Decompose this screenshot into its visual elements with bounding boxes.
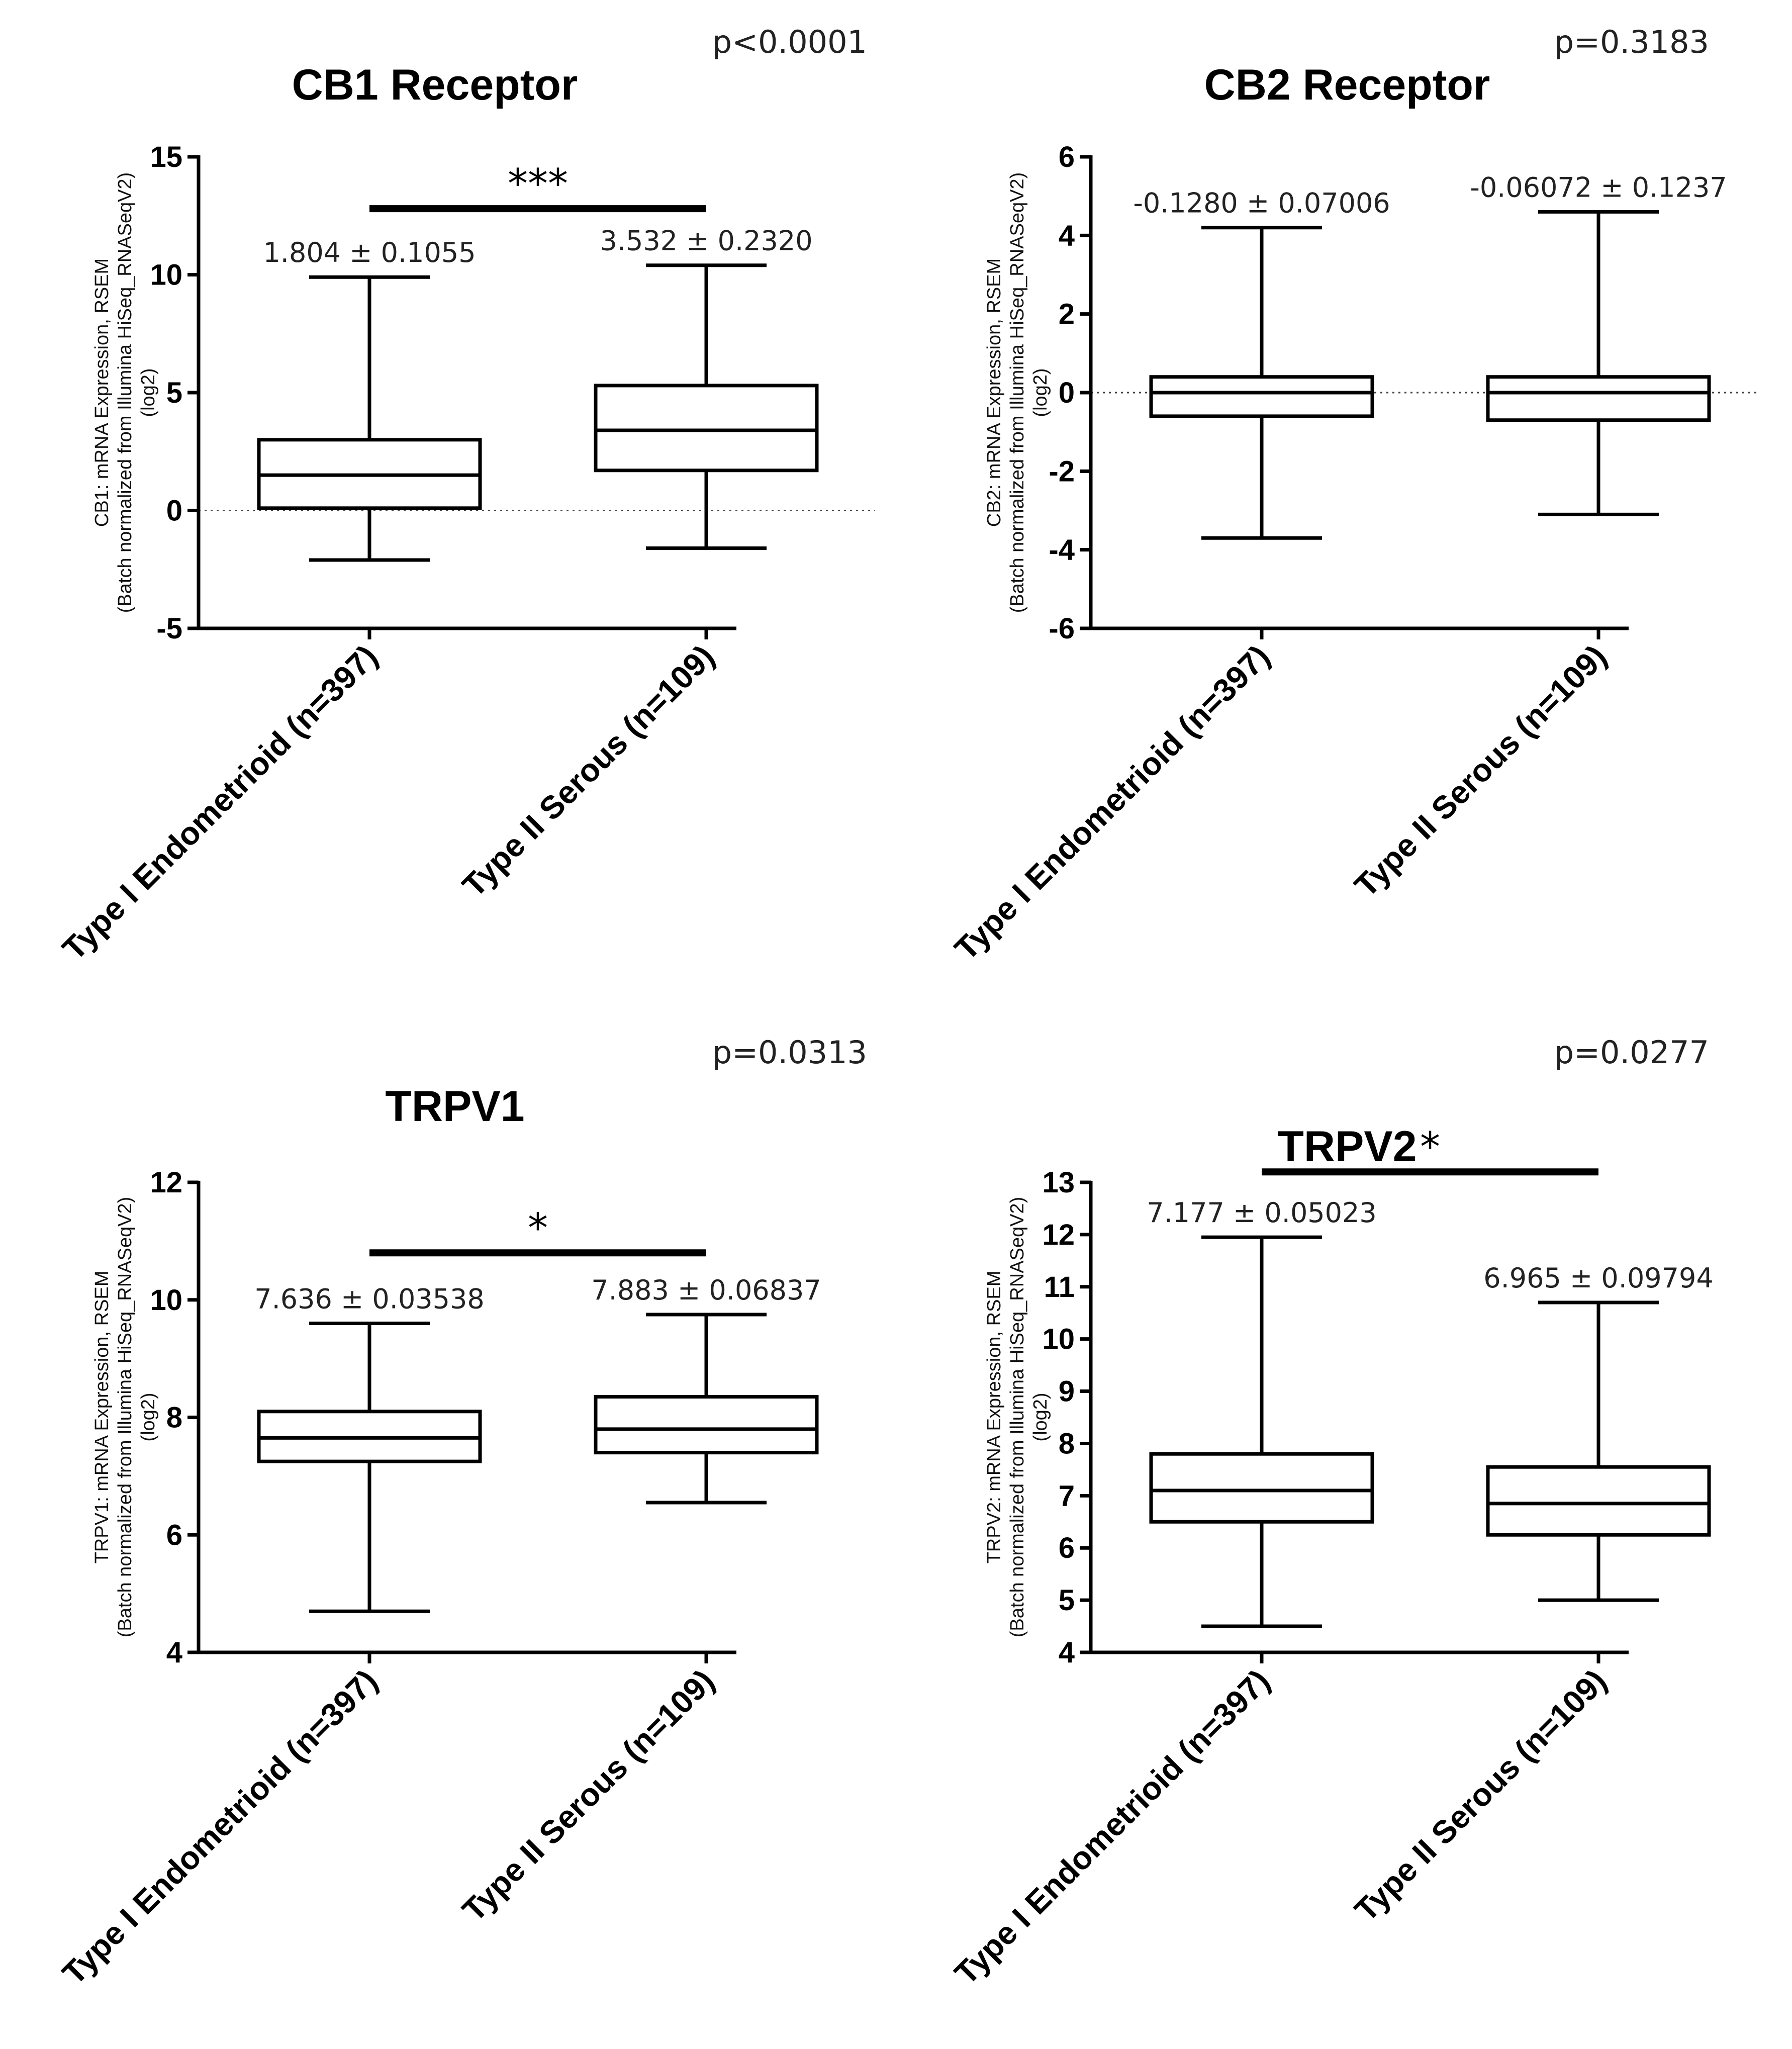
x-category-label: Type II Serous (n=109) xyxy=(455,638,721,904)
panel-3: TRPV1 p=0.0313 TRPV1: mRNA Expression, RSE… xyxy=(55,1034,867,1992)
y-tick-label: 10 xyxy=(1042,1323,1075,1356)
panel-4: TRPV2 p=0.0277 TRPV2: mRNA Expression, RSE… xyxy=(948,1034,1714,1992)
y-tick-label: 0 xyxy=(1059,377,1075,409)
y-axis-label-line: (log2) xyxy=(1030,368,1051,417)
y-tick-label: 12 xyxy=(1042,1219,1075,1251)
y-tick-label: 4 xyxy=(1059,1636,1075,1669)
box-group-1: 1.804 ± 0.1055 xyxy=(257,237,482,562)
significance-stars: * xyxy=(1420,1124,1440,1170)
y-tick-label: -2 xyxy=(1049,455,1075,488)
x-category-label: Type I Endometrioid (n=397) xyxy=(55,1662,385,1992)
mean-sem-label: 3.532 ± 0.2320 xyxy=(600,225,812,257)
y-axis-label: TRPV1: mRNA Expression, RSEM (Batch norma… xyxy=(91,1197,159,1637)
x-category-label: Type II Serous (n=109) xyxy=(1348,1662,1614,1928)
mean-sem-label: 7.883 ± 0.06837 xyxy=(591,1274,821,1306)
y-tick-label: 11 xyxy=(1044,1271,1075,1303)
y-tick-label: 7 xyxy=(1059,1479,1075,1512)
y-tick-label: 4 xyxy=(166,1636,182,1669)
y-tick-label: 5 xyxy=(166,377,182,409)
x-category-label: Type I Endometrioid (n=397) xyxy=(948,1662,1277,1992)
p-value-label: p=0.0277 xyxy=(1554,1034,1709,1071)
y-tick-label: 4 xyxy=(1059,219,1075,252)
p-value-label: p<0.0001 xyxy=(712,24,867,60)
y-tick-label: 2 xyxy=(1059,298,1075,331)
y-axis-label-line: TRPV1: mRNA Expression, RSEM xyxy=(91,1271,113,1564)
y-tick-label: 10 xyxy=(150,259,182,292)
y-tick-label: 6 xyxy=(166,1519,182,1551)
y-tick-label: 13 xyxy=(1042,1166,1075,1199)
y-tick-label: 0 xyxy=(166,495,182,527)
box-group-1: -0.1280 ± 0.07006 xyxy=(1133,188,1390,540)
y-axis-label-line: TRPV2: mRNA Expression, RSEM xyxy=(984,1271,1005,1564)
box-group-2: 6.965 ± 0.09794 xyxy=(1483,1262,1714,1602)
y-axis-label-line: (Batch normalized from Illumina HiSeq_RN… xyxy=(1007,172,1028,613)
y-tick-label: -6 xyxy=(1049,612,1075,645)
mean-sem-label: 7.636 ± 0.03538 xyxy=(254,1283,484,1315)
iqr-box xyxy=(594,384,819,473)
mean-sem-label: 1.804 ± 0.1055 xyxy=(263,237,476,268)
box-group-1: 7.177 ± 0.05023 xyxy=(1147,1197,1377,1628)
y-tick-label: 5 xyxy=(1059,1584,1075,1617)
y-axis-label-line: CB2: mRNA Expression, RSEM xyxy=(984,258,1005,527)
y-axis-label-line: CB1: mRNA Expression, RSEM xyxy=(91,258,113,527)
x-category-label: Type II Serous (n=109) xyxy=(455,1662,721,1928)
iqr-box xyxy=(594,1395,819,1455)
y-tick-label: 10 xyxy=(150,1284,182,1317)
y-axis-label-line: (Batch normalized from Illumina HiSeq_RN… xyxy=(1007,1197,1028,1637)
y-tick-label: 9 xyxy=(1059,1375,1075,1408)
chart-title: CB1 Receptor xyxy=(292,61,578,109)
significance-stars: *** xyxy=(508,160,568,207)
y-axis-label: CB2: mRNA Expression, RSEM (Batch normali… xyxy=(984,172,1051,613)
y-tick-label: 8 xyxy=(166,1402,182,1434)
y-axis-label-line: (log2) xyxy=(138,368,159,417)
y-axis-label-line: (Batch normalized from Illumina HiSeq_RN… xyxy=(115,1197,136,1637)
chart-title: CB2 Receptor xyxy=(1204,61,1490,109)
y-tick-label: 6 xyxy=(1059,1532,1075,1564)
box-group-1: 7.636 ± 0.03538 xyxy=(254,1283,485,1613)
mean-sem-label: 7.177 ± 0.05023 xyxy=(1147,1197,1376,1229)
box-group-2: 7.883 ± 0.06837 xyxy=(591,1274,821,1505)
mean-sem-label: -0.1280 ± 0.07006 xyxy=(1133,188,1390,219)
chart-title: TRPV1 xyxy=(385,1082,524,1131)
box-group-2: -0.06072 ± 0.1237 xyxy=(1470,171,1727,516)
p-value-label: p=0.0313 xyxy=(712,1034,867,1071)
panel-2: CB2 Receptor p=0.3183 CB2: mRNA Expression… xyxy=(948,24,1759,967)
box-group-2: 3.532 ± 0.2320 xyxy=(594,225,819,550)
y-axis-label: CB1: mRNA Expression, RSEM (Batch normali… xyxy=(91,172,159,613)
significance-stars: * xyxy=(528,1204,548,1251)
chart-title: TRPV2 xyxy=(1277,1123,1417,1171)
y-tick-label: -4 xyxy=(1049,534,1075,567)
mean-sem-label: 6.965 ± 0.09794 xyxy=(1483,1262,1713,1294)
y-tick-label: 8 xyxy=(1059,1427,1075,1460)
x-category-label: Type I Endometrioid (n=397) xyxy=(948,638,1277,967)
iqr-box xyxy=(1149,375,1374,418)
y-tick-label: 15 xyxy=(150,141,182,173)
x-category-label: Type II Serous (n=109) xyxy=(1348,638,1614,904)
y-tick-label: 12 xyxy=(150,1166,182,1199)
y-axis-label: TRPV2: mRNA Expression, RSEM (Batch norma… xyxy=(984,1197,1051,1637)
y-axis-label-line: (log2) xyxy=(138,1392,159,1441)
iqr-box xyxy=(1486,375,1711,422)
iqr-box xyxy=(1149,1452,1374,1524)
y-tick-label: 6 xyxy=(1059,141,1075,173)
iqr-box xyxy=(1486,1465,1711,1537)
y-axis-label-line: (Batch normalized from Illumina HiSeq_RN… xyxy=(115,172,136,613)
mean-sem-label: -0.06072 ± 0.1237 xyxy=(1470,171,1727,203)
y-tick-label: -5 xyxy=(156,612,182,645)
panel-1: CB1 Receptor p<0.0001 CB1: mRNA Expression… xyxy=(55,24,875,967)
p-value-label: p=0.3183 xyxy=(1554,24,1709,60)
x-category-label: Type I Endometrioid (n=397) xyxy=(55,638,385,967)
y-axis-label-line: (log2) xyxy=(1030,1392,1051,1441)
